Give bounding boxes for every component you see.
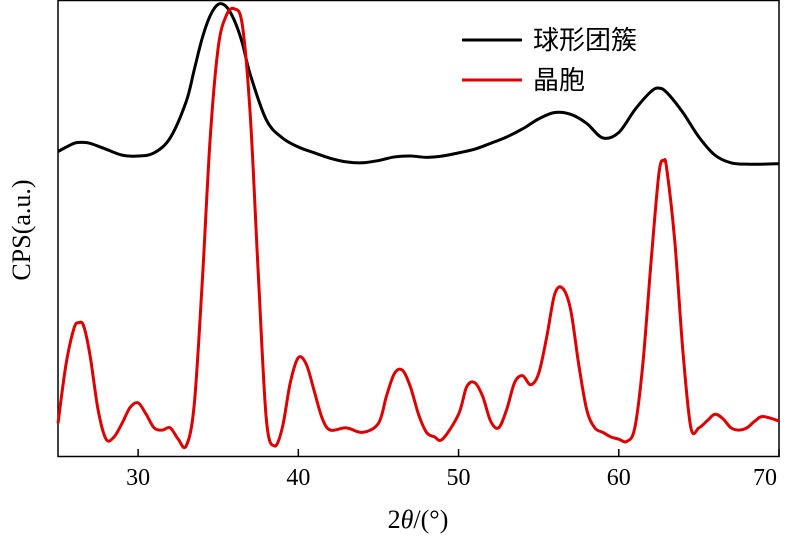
legend: 球形团簇 晶胞 (462, 26, 637, 96)
x-tick-label: 60 (607, 465, 631, 491)
series-layer (56, 2, 780, 450)
x-axis-label: 2θ/(°) (388, 505, 449, 534)
x-axis-ticks: 30 40 50 60 70 (126, 449, 780, 491)
legend-label-series-1: 球形团簇 (533, 26, 637, 56)
legend-label-series-2: 晶胞 (533, 66, 585, 96)
series-line-2 (56, 6, 780, 450)
x-tick-label: 70 (753, 465, 777, 491)
plot-frame (57, 0, 780, 458)
x-tick-label: 40 (286, 465, 310, 491)
y-axis-label: CPS(a.u.) (7, 179, 36, 280)
series-line-1 (57, 2, 780, 166)
x-tick-label: 50 (447, 465, 471, 491)
x-tick-label: 30 (126, 465, 150, 491)
